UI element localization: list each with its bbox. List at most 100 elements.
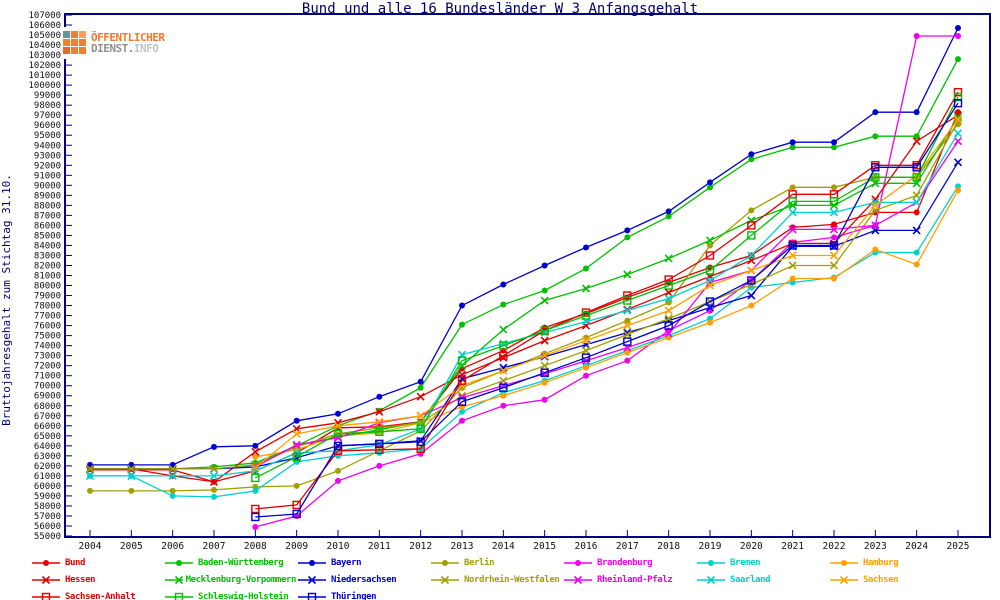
legend-item-rheinland-pfalz: Rheinland-Pfalz — [562, 573, 695, 587]
legend-item-th-ringen: Thüringen — [296, 590, 429, 600]
legend-marker-icon — [32, 592, 60, 600]
legend-label: Saarland — [730, 575, 771, 585]
svg-text:2009: 2009 — [285, 541, 308, 552]
svg-text:69000: 69000 — [34, 392, 61, 402]
legend-item-berlin: Berlin — [429, 556, 562, 570]
svg-text:84000: 84000 — [34, 241, 61, 251]
logo-text: ÖFFENTLICHER DIENST.INFO — [91, 31, 165, 55]
legend-label: Rheinland-Pfalz — [597, 575, 673, 585]
series-hamburg — [252, 187, 961, 460]
series-saarland — [85, 129, 963, 480]
svg-text:103000: 103000 — [28, 51, 61, 61]
legend-item-bremen: Bremen — [695, 556, 828, 570]
legend-marker-icon — [298, 575, 326, 585]
legend-label: Hessen — [65, 575, 96, 585]
svg-text:72000: 72000 — [34, 362, 61, 372]
svg-text:67000: 67000 — [34, 412, 61, 422]
svg-text:2017: 2017 — [616, 541, 639, 552]
series-mecklenburg-vorpommern — [85, 113, 963, 473]
svg-text:2021: 2021 — [781, 541, 804, 552]
legend-item-sachsen-anhalt: Sachsen-Anhalt — [30, 590, 163, 600]
svg-text:2012: 2012 — [409, 541, 432, 552]
legend-item-niedersachsen: Niedersachsen — [296, 573, 429, 587]
svg-text:95000: 95000 — [34, 131, 61, 141]
svg-text:61000: 61000 — [34, 472, 61, 482]
svg-text:70000: 70000 — [34, 382, 61, 392]
legend-marker-icon — [830, 575, 858, 585]
svg-text:106000: 106000 — [28, 21, 61, 31]
svg-text:90000: 90000 — [34, 181, 61, 191]
svg-text:100000: 100000 — [28, 81, 61, 91]
series-sachsen — [251, 115, 963, 472]
svg-text:2023: 2023 — [864, 541, 887, 552]
legend-label: Sachsen-Anhalt — [65, 592, 136, 600]
svg-text:2015: 2015 — [533, 541, 556, 552]
svg-text:68000: 68000 — [34, 402, 61, 412]
legend-marker-icon — [830, 560, 858, 566]
svg-text:62000: 62000 — [34, 462, 61, 472]
chart-legend: Bund Baden-Württemberg Bayern Berlin Branden… — [30, 556, 961, 600]
svg-text:2005: 2005 — [120, 541, 143, 552]
legend-item-bund: Bund — [30, 556, 163, 570]
legend-label: Bayern — [331, 558, 362, 568]
legend-label: Brandenburg — [597, 558, 653, 568]
svg-text:56000: 56000 — [34, 522, 61, 532]
site-logo[interactable]: ÖFFENTLICHER DIENST.INFO — [62, 27, 184, 59]
legend-marker-icon — [165, 575, 183, 585]
svg-text:2025: 2025 — [947, 541, 970, 552]
series-nordrhein-westfalen — [85, 117, 963, 473]
legend-label: Thüringen — [331, 592, 377, 600]
legend-marker-icon — [431, 575, 459, 585]
svg-text:81000: 81000 — [34, 272, 61, 282]
legend-marker-icon — [564, 560, 592, 566]
svg-text:65000: 65000 — [34, 432, 61, 442]
svg-text:73000: 73000 — [34, 352, 61, 362]
legend-item-nordrhein-westfalen: Nordrhein-Westfalen — [429, 573, 562, 587]
svg-text:99000: 99000 — [34, 91, 61, 101]
legend-item-sachsen: Sachsen — [828, 573, 961, 587]
svg-text:58000: 58000 — [34, 502, 61, 512]
logo-grid-icon — [63, 30, 88, 56]
svg-text:101000: 101000 — [28, 71, 61, 81]
series-baden-w-rttemberg — [87, 56, 961, 472]
series-hessen — [85, 111, 963, 486]
legend-label: Schleswig-Holstein — [198, 592, 289, 600]
svg-text:2008: 2008 — [244, 541, 267, 552]
legend-marker-icon — [298, 560, 326, 566]
svg-text:59000: 59000 — [34, 492, 61, 502]
svg-text:94000: 94000 — [34, 141, 61, 151]
svg-text:77000: 77000 — [34, 312, 61, 322]
svg-text:2018: 2018 — [657, 541, 680, 552]
svg-text:64000: 64000 — [34, 442, 61, 452]
series-schleswig-holstein — [251, 92, 963, 483]
legend-marker-icon — [165, 592, 193, 600]
svg-text:91000: 91000 — [34, 171, 61, 181]
legend-item-baden-w-rttemberg: Baden-Württemberg — [163, 556, 296, 570]
svg-text:55000: 55000 — [34, 532, 61, 542]
legend-item-hamburg: Hamburg — [828, 556, 961, 570]
svg-text:98000: 98000 — [34, 101, 61, 111]
svg-text:102000: 102000 — [28, 61, 61, 71]
legend-label: Mecklenburg-Vorpommern — [185, 575, 297, 585]
legend-item-schleswig-holstein: Schleswig-Holstein — [163, 590, 296, 600]
svg-text:93000: 93000 — [34, 151, 61, 161]
legend-marker-icon — [564, 575, 592, 585]
y-axis-label: Bruttojahresgehalt zum Stichtag 31.10. — [0, 174, 13, 426]
legend-label: Sachsen — [863, 575, 899, 585]
svg-text:2022: 2022 — [823, 541, 846, 552]
svg-text:2013: 2013 — [451, 541, 474, 552]
legend-marker-icon — [32, 560, 60, 566]
svg-text:107000: 107000 — [28, 11, 61, 21]
svg-text:85000: 85000 — [34, 231, 61, 241]
legend-item-mecklenburg-vorpommern: Mecklenburg-Vorpommern — [163, 573, 296, 587]
svg-text:2024: 2024 — [905, 541, 928, 552]
legend-label: Bund — [65, 558, 86, 568]
series-bremen — [87, 183, 961, 500]
svg-text:2007: 2007 — [203, 541, 226, 552]
svg-text:66000: 66000 — [34, 422, 61, 432]
svg-text:2004: 2004 — [79, 541, 102, 552]
svg-text:97000: 97000 — [34, 111, 61, 121]
legend-marker-icon — [431, 560, 459, 566]
